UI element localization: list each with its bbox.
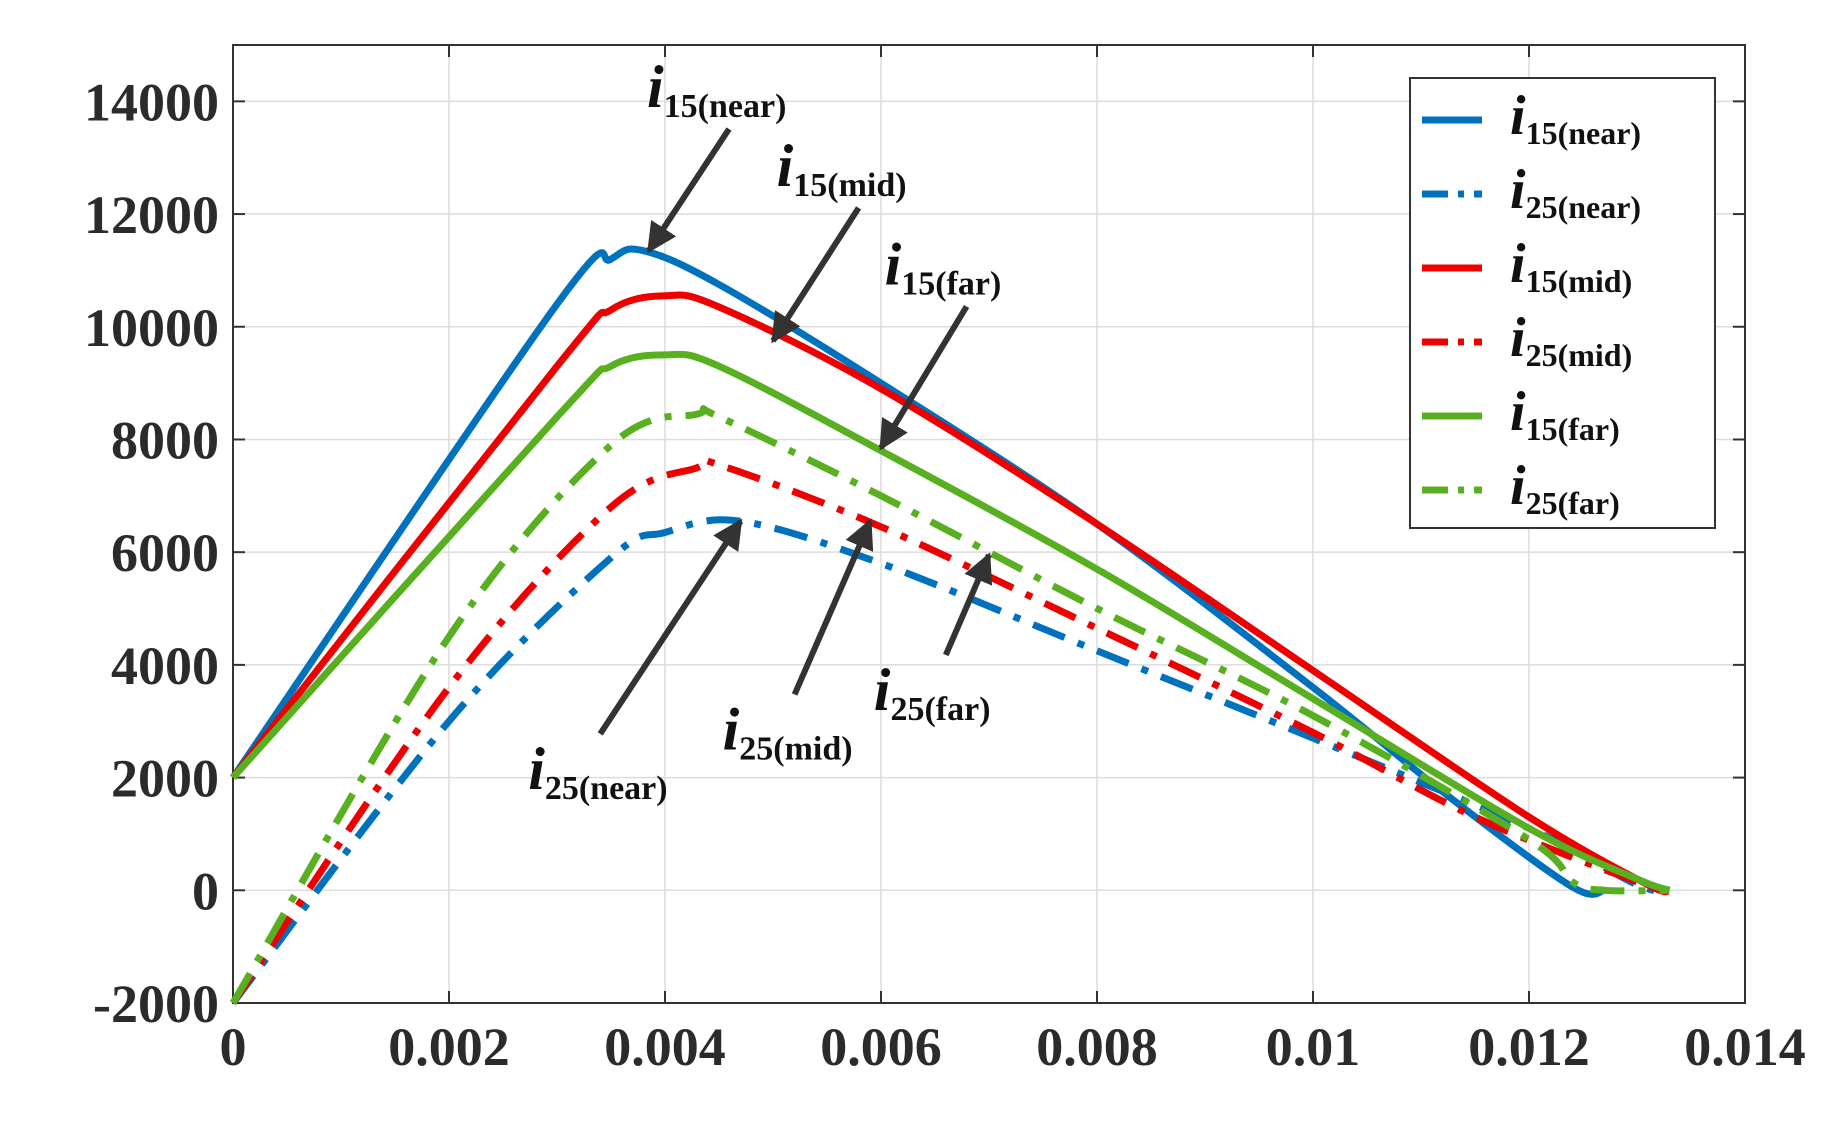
- legend-label: i25(near): [1510, 159, 1641, 225]
- annotation-label-symbol: i: [528, 736, 545, 802]
- y-tick-label: 14000: [84, 72, 219, 132]
- y-tick-label: 12000: [84, 185, 219, 245]
- annotation-arrow: [791, 518, 874, 696]
- series-line-15-far: [230, 350, 1671, 894]
- x-tick-label: 0.008: [1036, 1017, 1158, 1077]
- annotation-arrow: [943, 552, 993, 657]
- x-tick-label: 0.006: [820, 1017, 942, 1077]
- legend-label-symbol: i: [1510, 455, 1526, 517]
- x-tick-label: 0.012: [1468, 1017, 1590, 1077]
- y-tick-label: 4000: [111, 636, 219, 696]
- legend: i15(near)i25(near)i15(mid)i25(mid)i15(fa…: [1409, 77, 1716, 529]
- annotation-label-subscript: 15(mid): [793, 167, 906, 204]
- legend-label-subscript: 15(near): [1526, 115, 1642, 151]
- legend-label-symbol: i: [1510, 159, 1526, 221]
- annotation-label-subscript: 25(mid): [739, 730, 852, 767]
- annotation-label: i25(near): [528, 736, 667, 807]
- annotation-label-subscript: 25(near): [545, 770, 668, 807]
- annotation-arrow: [597, 518, 744, 736]
- plot-area-frame: [232, 44, 1746, 1004]
- annotation-label-symbol: i: [647, 54, 664, 120]
- legend-label-symbol: i: [1510, 233, 1526, 295]
- y-tick-label: 0: [192, 861, 219, 921]
- series-line-15-mid: [230, 291, 1672, 896]
- x-tick-label: 0: [220, 1017, 247, 1077]
- tick-labels: 0 0.002 0.004 0.006 0.008 0.01 0.012 0.014 -2000…: [84, 72, 1806, 1077]
- series-group: [229, 245, 1672, 1006]
- annotation-label: i25(mid): [723, 696, 853, 767]
- annotation-arrow: [646, 127, 732, 254]
- y-tick-label: 2000: [111, 749, 219, 809]
- y-tick-label: 10000: [84, 298, 219, 358]
- annotation-label-symbol: i: [723, 696, 740, 762]
- annotation-arrow: [878, 304, 970, 451]
- annotation-label: i15(far): [885, 232, 1002, 303]
- x-tick-label: 0.014: [1684, 1017, 1806, 1077]
- annotation-label-subscript: 15(far): [901, 266, 1001, 303]
- x-tick-label: 0.01: [1266, 1017, 1361, 1077]
- annotation-label: i25(far): [874, 657, 991, 728]
- legend-label: i25(mid): [1510, 307, 1632, 373]
- annotation-label-symbol: i: [885, 232, 902, 298]
- annotation-label-symbol: i: [874, 657, 891, 723]
- y-tick-label: 6000: [111, 523, 219, 583]
- legend-label-subscript: 25(mid): [1526, 337, 1633, 373]
- annotation-arrow: [770, 206, 862, 344]
- annotation-label-symbol: i: [777, 133, 794, 199]
- series-line-25-near: [230, 516, 1670, 1006]
- legend-label: i15(far): [1510, 381, 1620, 447]
- legend-label-symbol: i: [1510, 381, 1526, 443]
- annotation-label: i15(mid): [777, 133, 907, 204]
- series-line-15-near: [230, 245, 1606, 898]
- legend-label-subscript: 25(near): [1526, 189, 1642, 225]
- legend-label: i15(near): [1510, 85, 1641, 151]
- legend-label-subscript: 15(far): [1526, 411, 1620, 447]
- axes: [232, 44, 1746, 1004]
- annotation-label-subscript: 15(near): [664, 88, 787, 125]
- legend-box: [1409, 77, 1716, 529]
- annotations: i15(near)i15(mid)i15(far)i25(near)i25(mi…: [528, 54, 1001, 807]
- series-line-25-mid: [230, 456, 1671, 1005]
- legend-label: i25(far): [1510, 455, 1620, 521]
- x-tick-label: 0.004: [604, 1017, 726, 1077]
- legend-label-symbol: i: [1510, 85, 1526, 147]
- y-tick-label: -2000: [93, 974, 219, 1034]
- legend-label: i15(mid): [1510, 233, 1632, 299]
- x-tick-label: 0.002: [388, 1017, 510, 1077]
- annotation-label: i15(near): [647, 54, 786, 125]
- series-line-25-far: [229, 405, 1670, 1005]
- y-tick-label: 8000: [111, 410, 219, 470]
- annotation-label-subscript: 25(far): [890, 691, 990, 728]
- legend-label-subscript: 15(mid): [1526, 263, 1633, 299]
- legend-label-symbol: i: [1510, 307, 1526, 369]
- legend-label-subscript: 25(far): [1526, 485, 1620, 521]
